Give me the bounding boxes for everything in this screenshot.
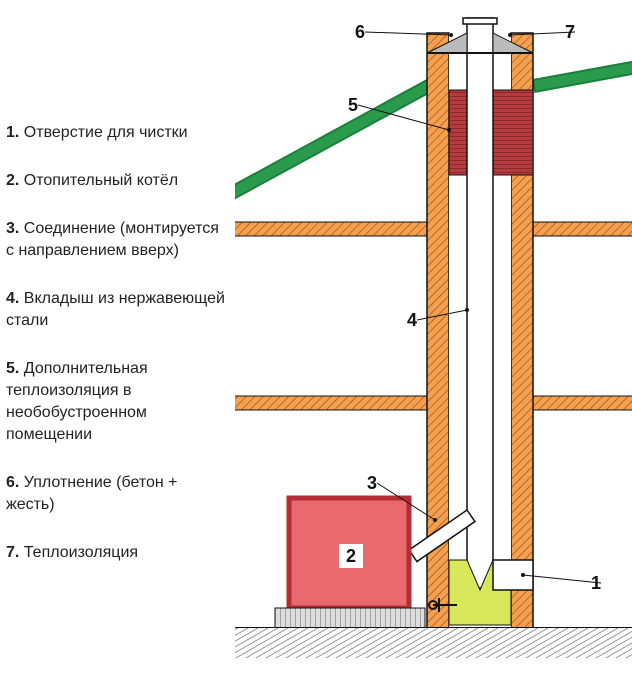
legend-num: 3. xyxy=(6,220,19,237)
legend-item: 2. Отопительный котёл xyxy=(6,170,226,192)
legend-item: 1. Отверстие для чистки xyxy=(6,122,226,144)
legend-text: Дополнительная теплоизоляция в необобуст… xyxy=(6,360,148,443)
legend-text: Уплотнение (бетон + жесть) xyxy=(6,474,178,513)
legend-text: Теплоизоляция xyxy=(24,544,138,561)
callout-7: 7 xyxy=(565,22,575,43)
legend-num: 5. xyxy=(6,360,19,377)
legend-item: 7. Теплоизоляция xyxy=(6,542,226,564)
legend-text: Отопительный котёл xyxy=(24,172,178,189)
legend-text: Вкладыш из нержавеющей стали xyxy=(6,290,225,329)
callout-4: 4 xyxy=(407,310,417,331)
callout-5: 5 xyxy=(348,95,358,116)
callout-1: 1 xyxy=(591,573,601,594)
legend-num: 4. xyxy=(6,290,19,307)
legend-item: 5. Дополнительная теплоизоляция в необоб… xyxy=(6,358,226,446)
legend-num: 6. xyxy=(6,474,19,491)
legend-num: 1. xyxy=(6,124,19,141)
legend-text: Отверстие для чистки xyxy=(24,124,188,141)
legend-num: 2. xyxy=(6,172,19,189)
callout-6: 6 xyxy=(355,22,365,43)
legend-item: 4. Вкладыш из нержавеющей стали xyxy=(6,288,226,332)
chimney-diagram: 6 7 5 4 3 2 1 xyxy=(235,0,632,670)
legend-text: Соединение (монтируется с направлением в… xyxy=(6,220,219,259)
legend-item: 3. Соединение (монтируется с направление… xyxy=(6,218,226,262)
legend-item: 6. Уплотнение (бетон + жесть) xyxy=(6,472,226,516)
legend-num: 7. xyxy=(6,544,19,561)
legend-list: 1. Отверстие для чистки 2. Отопительный … xyxy=(6,122,226,590)
callout-2: 2 xyxy=(339,544,363,568)
callout-3: 3 xyxy=(367,473,377,494)
